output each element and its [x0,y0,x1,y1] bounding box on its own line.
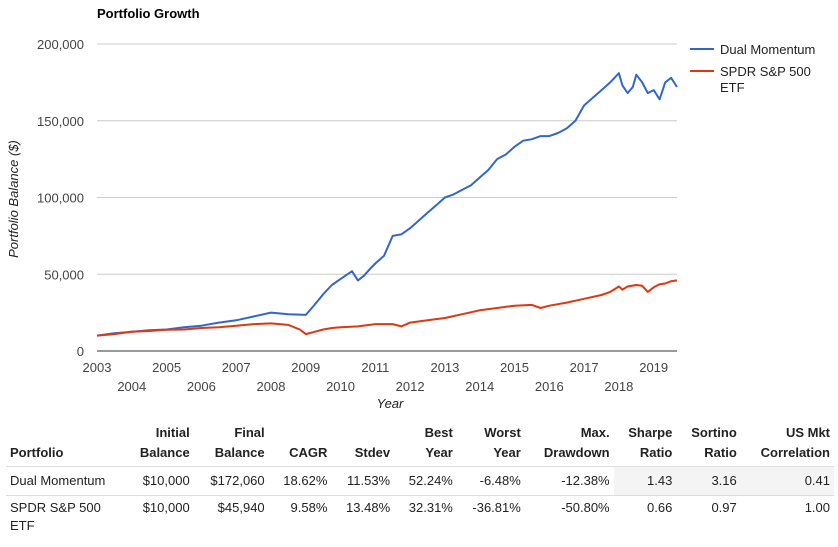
table-cell: 52.24% [408,473,453,488]
table-body: Dual Momentum $10,000 $172,060 18.62% 11.53%… [6,466,834,539]
portfolio-growth-chart: Portfolio Growth 0 50,000 100,000 150,000 20… [6,6,815,411]
table-cell: 9.58% [290,500,328,515]
x-tick-label: 2013 [430,360,459,375]
gridlines [97,43,677,352]
portfolio-name-cell: SPDR S&P 500 ETF [10,500,101,533]
x-tick-label: 2008 [257,379,286,394]
x-tick-label: 2006 [187,379,216,394]
x-tick-label: 2004 [117,379,146,394]
table-cell: -6.48% [479,473,521,488]
x-tick-label: 2018 [604,379,633,394]
table-cell: 3.16 [676,466,741,496]
column-header: Best Year [424,425,453,460]
x-tick-label: 2009 [291,360,320,375]
table-cell: -50.80% [561,500,610,515]
x-tick-label: 2012 [396,379,425,394]
y-tick-label: 150,000 [37,114,84,129]
column-header: Portfolio [10,445,64,460]
chart-title: Portfolio Growth [97,6,200,21]
x-axis-title: Year [377,396,404,411]
series-lines [96,72,678,337]
x-tick-label: 2014 [465,379,494,394]
table-cell: -36.81% [472,500,521,515]
column-header: Stdev [354,445,391,460]
table-cell: 0.97 [711,500,737,515]
table-cell: $10,000 [142,473,190,488]
x-tick-label: 2016 [535,379,564,394]
x-tick-label: 2019 [639,360,668,375]
table-row: SPDR S&P 500 ETF $10,000 $45,940 9.58% 13.48… [6,495,834,539]
x-tick-label: 2011 [361,360,389,375]
y-axis-title: Portfolio Balance ($) [6,140,21,258]
x-tick-label: 2003 [83,360,112,375]
y-tick-label: 50,000 [44,267,84,282]
portfolio-stats-table: Portfolio Initial Balance Final Balance CAGR… [6,420,834,538]
column-header: Max. Drawdown [543,425,610,460]
column-header: Worst Year [484,425,521,460]
table-cell: 18.62% [283,473,328,488]
table-cell: 11.53% [346,473,391,488]
legend-label: Dual Momentum [720,42,815,57]
table-cell: 13.48% [346,500,391,515]
x-tick-label: 2010 [326,379,355,394]
y-tick-label: 200,000 [37,37,84,52]
x-tick-label: 2007 [222,360,251,375]
y-axis-ticks: 0 50,000 100,000 150,000 200,000 [37,37,84,359]
y-tick-label: 100,000 [37,191,84,206]
column-header: Final Balance [214,425,265,460]
table-cell: 0.66 [647,500,673,515]
table-cell: 1.00 [804,500,830,515]
series-line-dual-momentum [96,72,678,337]
column-header: Sortino Ratio [691,425,737,460]
column-header: US Mkt Correlation [760,425,830,460]
legend: Dual Momentum SPDR S&P 500 ETF [690,42,815,95]
column-header: Initial Balance [139,425,190,460]
y-tick-label: 0 [77,344,84,359]
table-cell: -12.38% [561,473,610,488]
column-header: CAGR [289,445,328,460]
table-cell: 0.41 [740,466,834,496]
table-row: Dual Momentum $10,000 $172,060 18.62% 11.53%… [6,466,834,496]
x-tick-label: 2005 [152,360,181,375]
x-tick-label: 2015 [500,360,529,375]
legend-label: SPDR S&P 500 ETF [720,64,811,95]
x-axis-ticks: 2003 2005 2007 2009 2011 2013 2015 2017 2019 2004… [83,360,669,394]
table-cell: 1.43 [613,466,677,496]
portfolio-name-cell: Dual Momentum [10,473,106,488]
table-cell: 32.31% [408,500,453,515]
series-line-spdr-sp500 [96,279,678,337]
column-header: Sharpe Ratio [628,425,673,460]
x-tick-label: 2017 [570,360,599,375]
table-cell: $45,940 [217,500,265,515]
table-cell: $172,060 [210,473,265,488]
table-cell: $10,000 [142,500,190,515]
table-header-row: Portfolio Initial Balance Final Balance CAGR… [6,420,834,467]
